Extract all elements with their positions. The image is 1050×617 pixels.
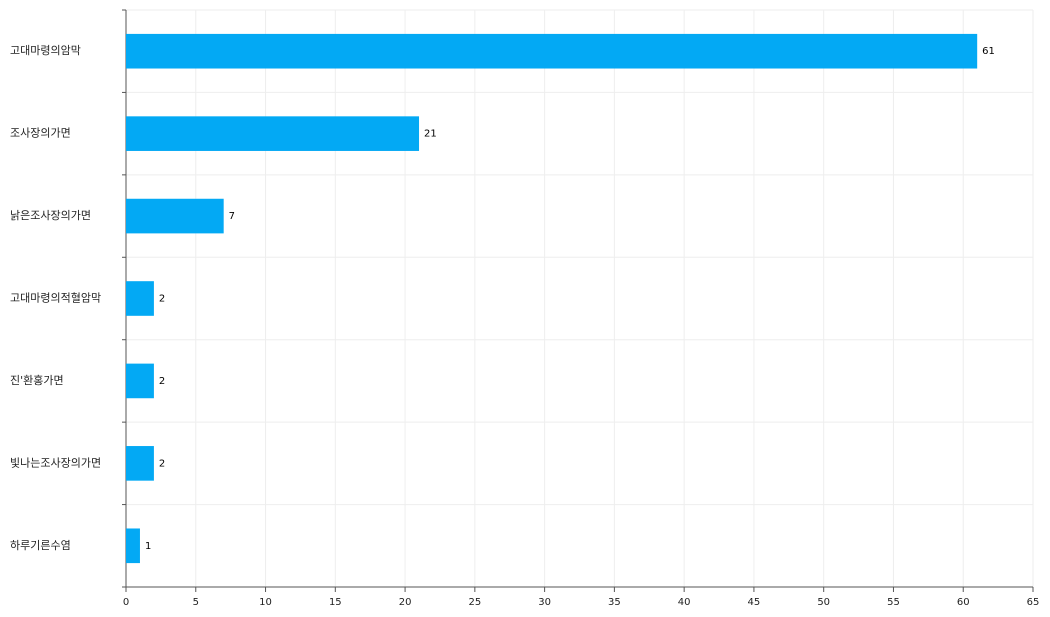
bar <box>126 363 154 399</box>
data-label: 2 <box>159 294 165 305</box>
x-tick-label: 65 <box>1027 597 1040 608</box>
y-tick-label: 진'환홍가면 <box>10 373 64 387</box>
x-tick-label: 50 <box>817 597 830 608</box>
y-tick-label: 고대마령의암막 <box>10 44 81 57</box>
y-tick-label: 조사장의가면 <box>10 127 71 140</box>
x-tick-label: 35 <box>608 597 621 608</box>
data-label: 61 <box>982 46 995 57</box>
bar <box>126 281 154 316</box>
data-label: 2 <box>159 458 165 469</box>
x-tick-label: 20 <box>399 597 412 608</box>
y-tick-label: 낡은조사장의가면 <box>10 209 91 222</box>
bar <box>126 116 420 151</box>
x-tick-label: 30 <box>538 597 551 608</box>
x-tick-label: 60 <box>957 597 970 608</box>
y-tick-label: 빛나는조사장의가면 <box>10 456 101 469</box>
x-tick-label: 55 <box>887 597 900 608</box>
x-tick-label: 5 <box>193 597 199 608</box>
x-tick-label: 10 <box>259 597 272 608</box>
y-tick-label: 고대마령의적혈암막 <box>10 291 101 305</box>
x-tick-label: 25 <box>468 597 481 608</box>
data-label: 1 <box>145 541 151 552</box>
bar <box>126 446 154 481</box>
bar <box>126 528 140 564</box>
bar <box>126 198 224 234</box>
data-label: 7 <box>229 211 235 222</box>
x-tick-label: 0 <box>123 597 129 608</box>
x-tick-label: 15 <box>329 597 342 608</box>
data-label: 21 <box>424 129 437 140</box>
x-tick-label: 40 <box>678 597 691 608</box>
data-label: 2 <box>159 376 165 387</box>
x-tick-label: 45 <box>748 597 761 608</box>
bar <box>126 33 978 69</box>
y-tick-label: 하루기른수염 <box>10 538 71 552</box>
